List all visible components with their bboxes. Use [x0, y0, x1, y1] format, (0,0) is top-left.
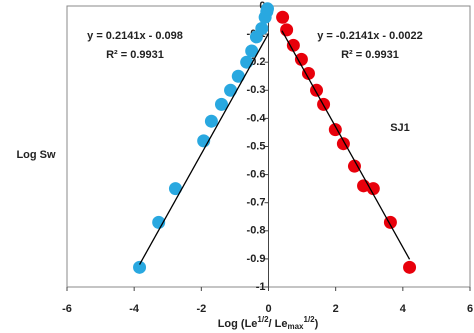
- point: [231, 69, 245, 83]
- x-tick-label: -4: [129, 303, 140, 315]
- trendline-equation: y = 0.2141x - 0.098: [87, 30, 183, 42]
- x-axis-title-part: 1/2: [257, 315, 269, 324]
- point: [301, 66, 315, 80]
- point: [347, 159, 361, 173]
- point: [133, 260, 147, 274]
- point: [260, 2, 274, 16]
- annotation: SJ1: [390, 122, 410, 134]
- x-tick-label: 0: [265, 303, 271, 315]
- y-tick-label: -0.4: [247, 112, 267, 124]
- point: [366, 182, 380, 196]
- point: [286, 38, 300, 52]
- point: [168, 182, 182, 196]
- x-tick-label: 4: [400, 303, 407, 315]
- x-axis-title-part: ): [315, 318, 319, 330]
- point: [240, 55, 254, 69]
- x-axis-title-part: / Le: [269, 318, 288, 330]
- x-tick-label: 6: [467, 303, 473, 315]
- point: [224, 83, 238, 97]
- point: [403, 260, 417, 274]
- point: [294, 52, 308, 66]
- x-tick-label: 2: [333, 303, 339, 315]
- point: [276, 10, 290, 24]
- x-tick-label: -6: [62, 303, 72, 315]
- trendline: [138, 33, 270, 265]
- x-axis-title-part: max: [287, 322, 304, 331]
- point: [214, 97, 228, 111]
- point: [204, 114, 218, 128]
- y-tick-label: -0.9: [247, 253, 266, 265]
- trendline-r2: R² = 0.9931: [106, 49, 164, 61]
- trendline-r2: R² = 0.9931: [341, 49, 399, 61]
- x-axis-title: Log (Le1/2/ Lemax1/2): [218, 315, 319, 331]
- point: [255, 21, 269, 35]
- y-tick-label: -0.6: [247, 169, 266, 181]
- trendline: [281, 30, 411, 260]
- y-tick-label: -1: [256, 281, 266, 293]
- y-tick-label: -0.7: [247, 197, 266, 209]
- y-tick-label: -0.8: [247, 225, 266, 237]
- x-axis-title-part: Log (Le: [218, 318, 258, 330]
- x-tick-label: -2: [196, 303, 206, 315]
- x-axis-title-part: 1/2: [304, 315, 316, 324]
- point: [280, 23, 294, 37]
- y-tick-label: -0.5: [247, 140, 266, 152]
- y-tick-label: -0.2: [247, 56, 266, 68]
- point: [245, 44, 259, 58]
- trendline-equation: y = -0.2141x - 0.0022: [317, 30, 423, 42]
- y-axis-title: Log Sw: [16, 149, 56, 161]
- y-tick-label: -0.3: [247, 84, 266, 96]
